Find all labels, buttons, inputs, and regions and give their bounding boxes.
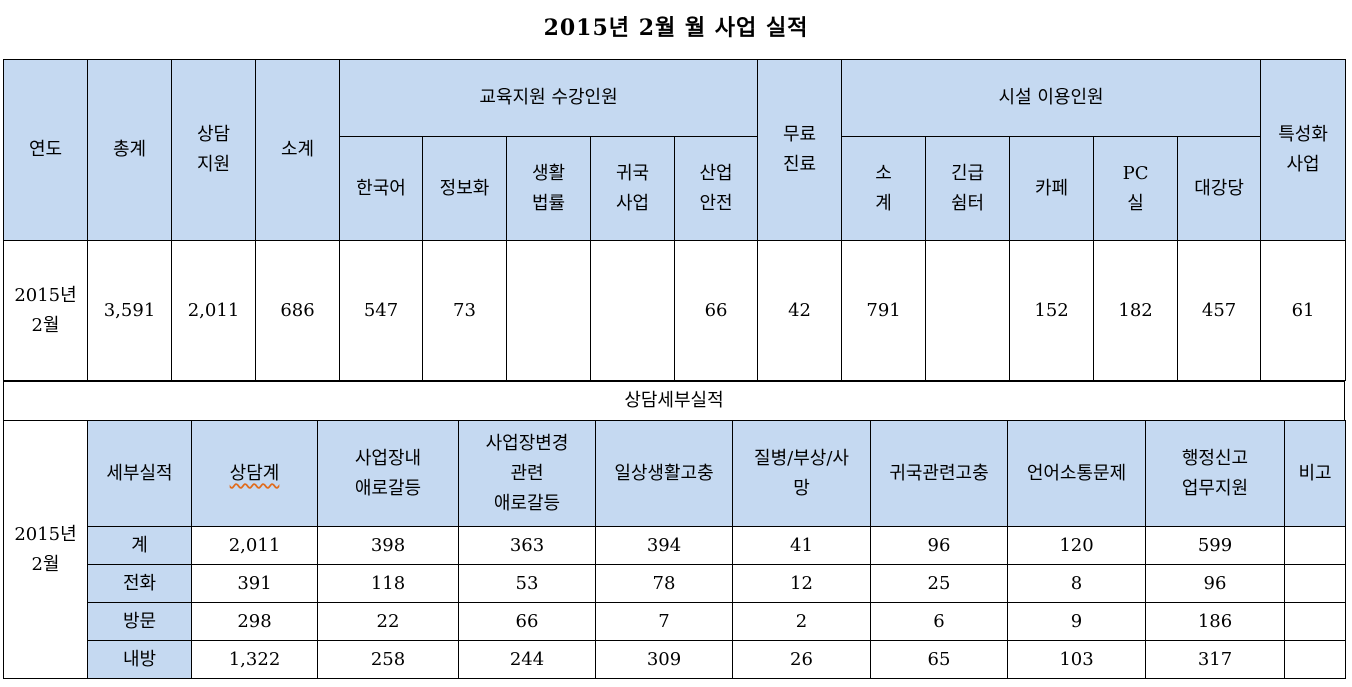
table-cell: 12 — [732, 564, 871, 603]
row-label: 전화 — [87, 564, 192, 603]
header-subtotal: 소계 — [255, 59, 340, 241]
table-cell: 363 — [458, 526, 596, 565]
table-cell: 118 — [317, 564, 459, 603]
table-cell: 2,011 — [191, 526, 318, 565]
table-row: 계 2,011 398 363 394 41 96 120 599 — [4, 526, 1346, 565]
table-cell: 244 — [458, 640, 596, 679]
table-cell: 258 — [317, 640, 459, 679]
table-cell: 65 — [870, 640, 1008, 679]
header-edu-group: 교육지원 수강인원 — [338, 59, 759, 137]
header-counsel: 상담 지원 — [171, 59, 256, 241]
table-cell: 25 — [870, 564, 1008, 603]
detail-year: 2015년 2월 — [3, 420, 88, 679]
table-cell: 317 — [1145, 640, 1285, 679]
table-cell — [1284, 564, 1346, 603]
header-edu-return: 귀국 사업 — [590, 136, 675, 241]
header-facility-cafe: 카페 — [1009, 136, 1095, 241]
header-edu-safety: 산업 안전 — [673, 136, 759, 241]
row-label: 내방 — [87, 640, 192, 679]
table-cell: 78 — [595, 564, 733, 603]
table-cell: 391 — [191, 564, 318, 603]
detail-header-workplace-conflict: 사업장내 애로갈등 — [317, 420, 459, 527]
table-cell: 26 — [732, 640, 871, 679]
cell-facility-hall: 457 — [1177, 240, 1262, 381]
cell-free-clinic: 42 — [757, 240, 843, 381]
header-facility-shelter: 긴급 쉼터 — [925, 136, 1011, 241]
cell-counsel: 2,011 — [171, 240, 256, 381]
header-year: 연도 — [3, 59, 88, 241]
detail-header-counsel-total: 상담계 — [191, 420, 318, 527]
table-row: 전화 391 118 53 78 12 25 8 96 — [4, 564, 1346, 603]
table-cell: 96 — [870, 526, 1008, 565]
detail-header-illness: 질병/부상/사 망 — [732, 420, 871, 527]
table-cell: 599 — [1145, 526, 1285, 565]
table-cell: 41 — [732, 526, 871, 565]
header-total: 총계 — [87, 59, 172, 241]
detail-header-remarks: 비고 — [1284, 420, 1346, 527]
table-cell — [1284, 640, 1346, 679]
cell-facility-pc: 182 — [1093, 240, 1179, 381]
cell-special: 61 — [1260, 240, 1347, 381]
table-cell: 66 — [458, 602, 596, 641]
header-edu-korean: 한국어 — [339, 136, 423, 241]
cell-facility-cafe: 152 — [1009, 240, 1095, 381]
header-edu-it: 정보화 — [422, 136, 507, 241]
page-title: 2015년 2월 월 사업 실적 — [543, 15, 809, 41]
table-row: 방문 298 22 66 7 2 6 9 186 — [4, 602, 1346, 641]
cell-edu-law — [506, 240, 591, 381]
row-label: 방문 — [87, 602, 192, 641]
table-cell: 22 — [317, 602, 459, 641]
table-cell: 9 — [1007, 602, 1146, 641]
header-edu-law: 생활 법률 — [506, 136, 591, 241]
cell-edu-korean: 547 — [339, 240, 423, 381]
header-facility-subtotal: 소 계 — [841, 136, 927, 241]
table-cell: 103 — [1007, 640, 1146, 679]
table-cell: 120 — [1007, 526, 1146, 565]
cell-subtotal: 686 — [255, 240, 340, 381]
header-special: 특성화 사업 — [1260, 59, 1347, 241]
cell-edu-return — [590, 240, 675, 381]
table-cell — [1284, 602, 1346, 641]
header-facility-pc: PC 실 — [1093, 136, 1179, 241]
cell-facility-subtotal: 791 — [841, 240, 927, 381]
detail-header-daily-life: 일상생활고충 — [595, 420, 733, 527]
table-cell: 394 — [595, 526, 733, 565]
table-row: 내방 1,322 258 244 309 26 65 103 317 — [4, 640, 1346, 679]
table-cell: 186 — [1145, 602, 1285, 641]
header-free-clinic: 무료 진료 — [757, 59, 843, 241]
header-facility-group: 시설 이용인원 — [841, 59, 1262, 137]
table-cell: 1,322 — [191, 640, 318, 679]
table-cell: 53 — [458, 564, 596, 603]
summary-table: 연도 총계 상담 지원 소계 교육지원 수강인원 무료 진료 시설 이용인원 특… — [3, 59, 1347, 381]
detail-section-header: 상담세부실적 — [3, 381, 1345, 421]
cell-year: 2015년 2월 — [3, 240, 88, 381]
cell-edu-it: 73 — [422, 240, 507, 381]
detail-header-category: 세부실적 — [87, 420, 192, 527]
detail-header-workplace-change: 사업장변경 관련 애로갈등 — [458, 420, 596, 527]
table-cell: 8 — [1007, 564, 1146, 603]
row-label: 계 — [87, 526, 192, 565]
cell-edu-safety: 66 — [673, 240, 759, 381]
table-cell: 398 — [317, 526, 459, 565]
table-cell: 2 — [732, 602, 871, 641]
table-cell: 298 — [191, 602, 318, 641]
table-cell — [1284, 526, 1346, 565]
table-cell: 6 — [870, 602, 1008, 641]
detail-header-language: 언어소통문제 — [1007, 420, 1146, 527]
detail-header-return: 귀국관련고충 — [870, 420, 1008, 527]
detail-section-title: 상담세부실적 — [3, 381, 1345, 421]
header-facility-hall: 대강당 — [1177, 136, 1262, 241]
table-cell: 96 — [1145, 564, 1285, 603]
detail-header-admin: 행정신고 업무지원 — [1145, 420, 1285, 527]
table-cell: 309 — [595, 640, 733, 679]
cell-total: 3,591 — [87, 240, 172, 381]
detail-table: 2015년 2월 세부실적 상담계 사업장내 애로갈등 사업장변경 관련 애로갈… — [3, 420, 1346, 679]
table-cell: 7 — [595, 602, 733, 641]
cell-facility-shelter — [925, 240, 1011, 381]
